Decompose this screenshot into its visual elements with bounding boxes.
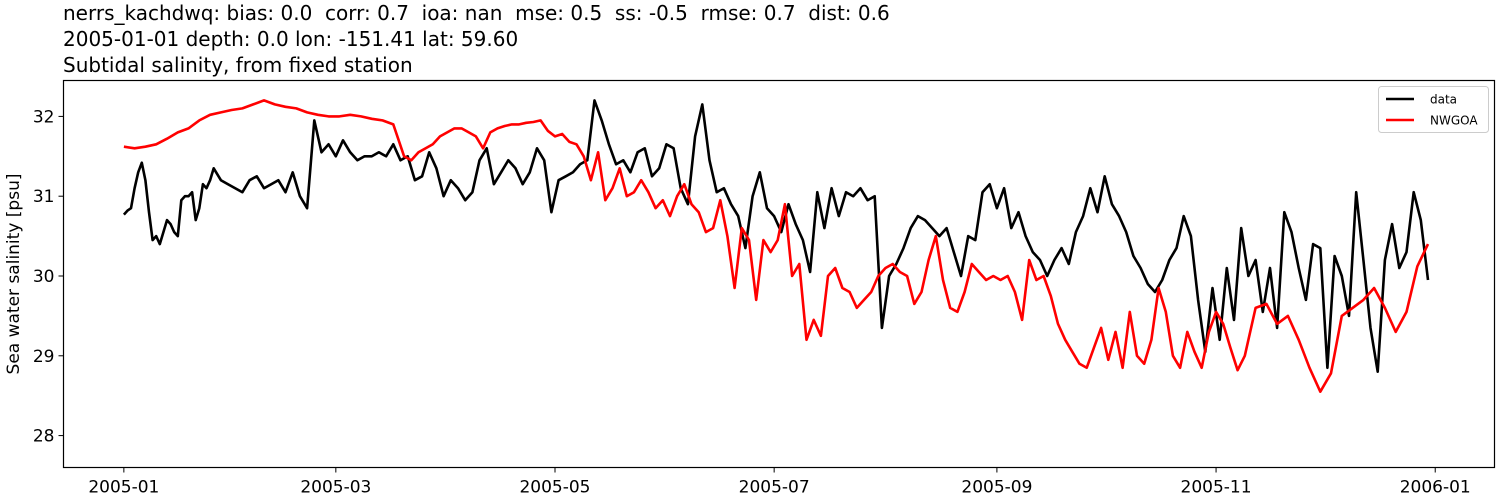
chart-title-block: nerrs_kachdwq: bias: 0.0 corr: 0.7 ioa: …: [63, 0, 890, 78]
y-axis-label: Sea water salinity [psu]: [4, 174, 24, 375]
y-tick-label: 31: [33, 187, 55, 207]
y-tick-label: 29: [33, 347, 55, 367]
legend-label-nwgoa: NWGOA: [1430, 114, 1478, 128]
chart-stats-title: nerrs_kachdwq: bias: 0.0 corr: 0.7 ioa: …: [63, 1, 890, 25]
x-tick-label: 2006-01: [1400, 478, 1471, 498]
chart-location-title: 2005-01-01 depth: 0.0 lon: -151.41 lat: …: [63, 27, 519, 51]
x-tick-label: 2005-01: [88, 478, 159, 498]
x-tick-label: 2005-11: [1181, 478, 1252, 498]
legend: data NWGOA: [1378, 86, 1489, 133]
series-line-nwgoa: [123, 99, 1430, 394]
legend-label-data: data: [1430, 93, 1457, 107]
y-tick-label: 30: [33, 267, 55, 287]
y-tick-label: 28: [33, 427, 55, 447]
x-axis: 2005-01 2005-03 2005-05 2005-07 2005-09 2005-…: [88, 467, 1471, 498]
series-line-data: [122, 99, 1430, 374]
x-tick-label: 2005-07: [739, 478, 810, 498]
x-tick-label: 2005-09: [961, 478, 1032, 498]
y-axis: 28 29 30 31 32: [33, 107, 64, 447]
series-layer: [122, 99, 1430, 394]
chart-main-title: Subtidal salinity, from fixed station: [63, 53, 413, 77]
plot-frame: [62, 79, 1496, 469]
y-tick-label: 32: [33, 107, 55, 127]
x-tick-label: 2005-05: [519, 478, 590, 498]
x-tick-label: 2005-03: [300, 478, 371, 498]
